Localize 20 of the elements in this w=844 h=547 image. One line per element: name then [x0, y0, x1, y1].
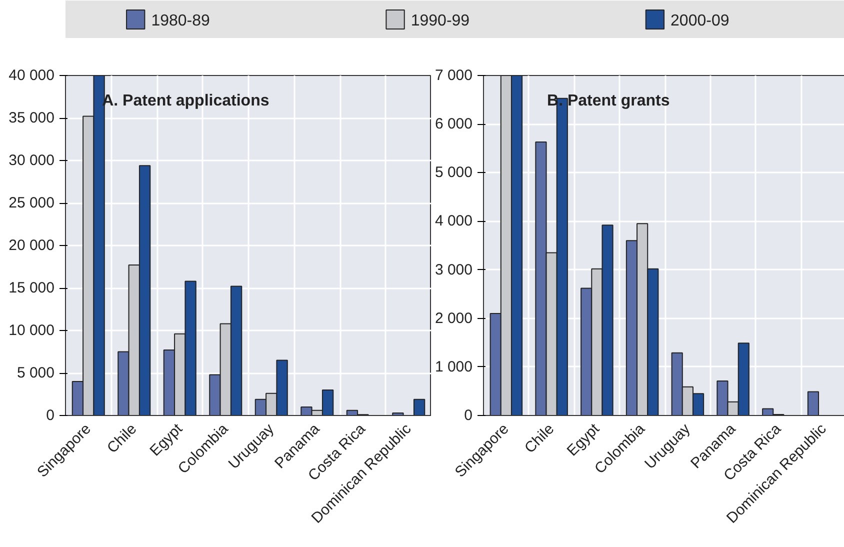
y-tick-label: 7 000	[434, 67, 473, 84]
y-tick-label: 35 000	[8, 110, 55, 126]
y-tick-label: 5 000	[16, 364, 55, 382]
y-tick-label: 10 000	[8, 322, 55, 339]
y-tick-label: 2 000	[434, 310, 473, 327]
legend-label: 2000-09	[670, 12, 730, 30]
y-tick-label: 3 000	[434, 261, 473, 278]
legend-label: 1980-89	[151, 12, 210, 30]
y-tick-label: 4 000	[434, 212, 473, 230]
y-tick-label: 30 000	[8, 152, 55, 169]
y-tick-label: 1 000	[434, 358, 473, 376]
y-tick-label: 5 000	[434, 164, 473, 182]
y-tick-label: 0	[46, 407, 54, 424]
y-tick-label: 0	[464, 407, 472, 424]
legend-label: 1990-99	[410, 12, 470, 30]
y-tick-label: 20 000	[8, 237, 55, 254]
y-tick-label: 25 000	[8, 194, 55, 212]
y-tick-label: 6 000	[434, 116, 473, 133]
y-tick-label: 40 000	[8, 67, 55, 84]
y-tick-label: 15 000	[8, 280, 55, 296]
